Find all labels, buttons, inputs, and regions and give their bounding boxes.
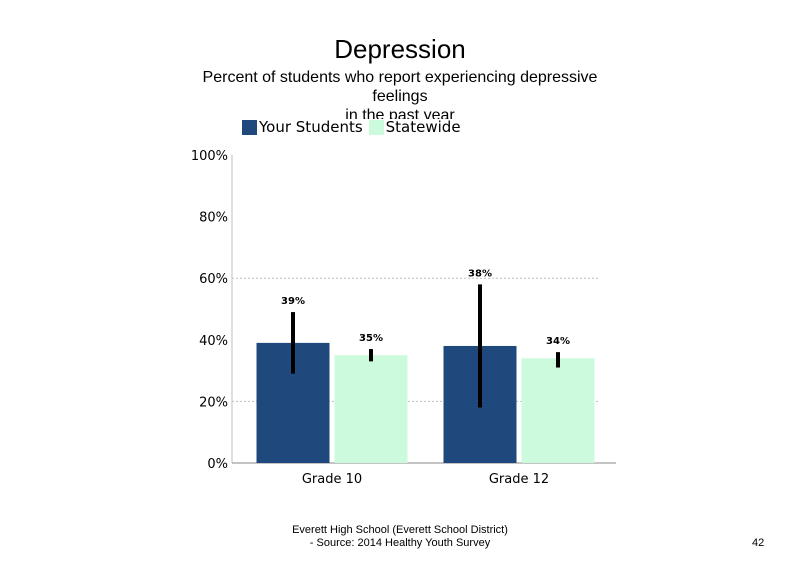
x-tick-label: Grade 12 (489, 472, 549, 487)
legend-item-statewide: Statewide (368, 118, 461, 136)
x-tick-label: Grade 10 (302, 472, 362, 487)
bar (521, 358, 595, 463)
y-tick-label: 40% (199, 334, 228, 349)
footer-line: Everett High School (Everett School Dist… (292, 524, 508, 536)
footer: Everett High School (Everett School Dist… (250, 524, 550, 550)
subtitle-line: feelings (372, 88, 428, 105)
data-label: 35% (359, 333, 383, 344)
data-label: 38% (468, 268, 492, 279)
chart-title: Depression (334, 34, 466, 64)
data-label: 39% (281, 296, 305, 307)
y-tick-label: 0% (207, 457, 228, 472)
legend-swatch (368, 119, 384, 135)
subtitle-line: in the past year (345, 107, 455, 119)
y-tick-label: 20% (199, 395, 228, 410)
subtitle-line: Percent of students who report experienc… (202, 69, 598, 86)
footer-line: - Source: 2014 Healthy Youth Survey (309, 537, 491, 549)
chart-subtitle: Percent of students who report experienc… (190, 68, 610, 119)
legend-item-your-students: Your Students (242, 118, 363, 136)
data-label: 34% (546, 336, 570, 347)
chart-legend: Your Students Statewide (242, 118, 467, 136)
y-tick-label: 80% (199, 211, 228, 226)
legend-swatch (242, 119, 257, 135)
y-tick-label: 100% (191, 149, 228, 164)
bar (334, 355, 408, 463)
y-tick-label: 60% (199, 272, 228, 287)
legend-label: Statewide (385, 118, 461, 136)
page-number: 42 (752, 537, 765, 549)
legend-label: Your Students (259, 118, 363, 136)
